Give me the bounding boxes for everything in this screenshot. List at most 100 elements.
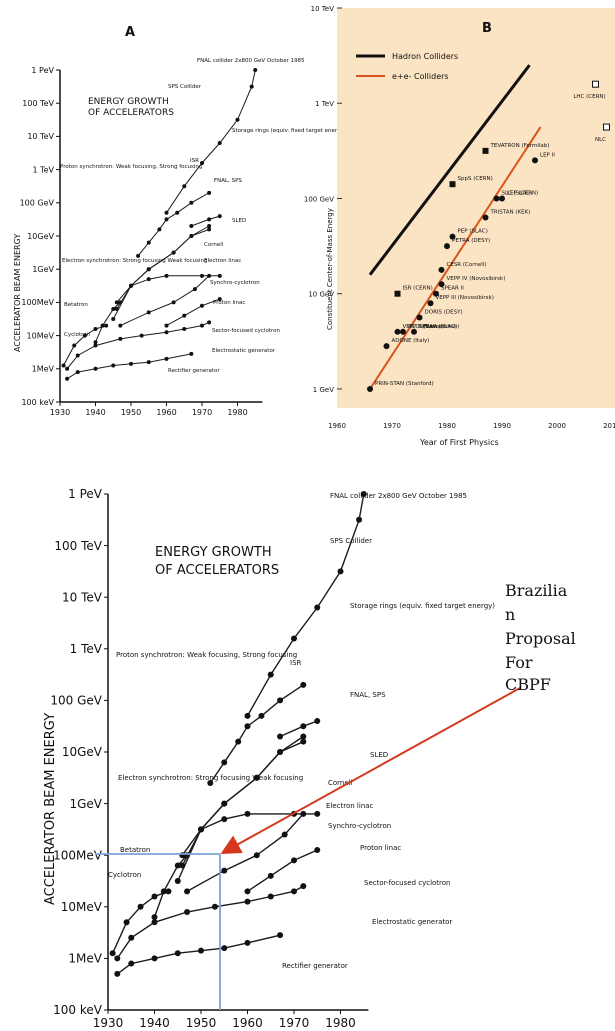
epem-point bbox=[427, 300, 434, 307]
series-line bbox=[177, 735, 304, 882]
series-line bbox=[66, 353, 192, 380]
series-line bbox=[181, 813, 318, 856]
trend-line bbox=[369, 126, 542, 390]
data-point bbox=[151, 955, 158, 962]
y-tick-label: 1MeV bbox=[32, 365, 55, 374]
annotation-label: ISR bbox=[290, 659, 302, 667]
callout-arrow bbox=[220, 687, 521, 854]
annotation-label: Betatron bbox=[64, 302, 88, 308]
data-point bbox=[207, 320, 212, 325]
data-point bbox=[244, 712, 251, 719]
data-point bbox=[300, 733, 307, 740]
data-point bbox=[198, 947, 204, 954]
series-line bbox=[95, 302, 121, 343]
data-point bbox=[114, 307, 119, 312]
data-point bbox=[171, 300, 176, 305]
data-point bbox=[111, 317, 116, 321]
data-point bbox=[200, 323, 204, 328]
epem-point bbox=[449, 233, 456, 240]
point-label: CESR (Cornell) bbox=[447, 262, 487, 268]
data-point bbox=[244, 810, 251, 817]
panel-c-ticks: 100 keV 1MeV 10MeV 100MeV 1GeV 10GeV 100 GeV 1 … bbox=[50, 487, 355, 1030]
x-tick-label: 1950 bbox=[121, 408, 141, 417]
series-line bbox=[166, 298, 220, 327]
panel-a-title-line1: ENERGY GROWTH bbox=[88, 97, 169, 107]
y-tick-label: 100 keV bbox=[53, 1003, 103, 1017]
y-tick-label: 1GeV bbox=[32, 265, 54, 274]
data-point bbox=[165, 888, 172, 895]
point-label: SppS (CERN) bbox=[458, 176, 493, 182]
y-tick-label: 1 GeV bbox=[313, 386, 334, 394]
series-line bbox=[116, 228, 210, 310]
x-tick-label: 1970 bbox=[192, 408, 212, 417]
legend-hadron-label: Hadron Colliders bbox=[392, 52, 458, 61]
x-tick-label: 1970 bbox=[279, 1016, 310, 1030]
annotation-label: Cornell bbox=[328, 779, 353, 787]
y-tick-label: 100MeV bbox=[21, 298, 54, 307]
data-point bbox=[253, 68, 258, 72]
series-line bbox=[247, 849, 318, 892]
y-tick-label: 10 TeV bbox=[311, 5, 335, 13]
data-point bbox=[129, 283, 133, 288]
data-point bbox=[164, 217, 169, 222]
annotation-label: Electrostatic generator bbox=[372, 918, 452, 926]
data-point bbox=[200, 303, 204, 308]
panel-b-trend-lines bbox=[368, 64, 542, 390]
data-point bbox=[65, 366, 70, 371]
data-point bbox=[139, 333, 144, 338]
data-point bbox=[277, 749, 284, 755]
series-line bbox=[279, 720, 318, 738]
x-tick-label: 1980 bbox=[227, 408, 247, 417]
annotation-label: Proton synchrotron: Weak focusing, Stron… bbox=[60, 164, 202, 170]
data-point bbox=[123, 919, 130, 926]
data-point bbox=[184, 908, 191, 915]
data-point bbox=[174, 862, 181, 869]
y-tick-label: 1 PeV bbox=[31, 66, 54, 75]
x-tick-label: 1940 bbox=[139, 1016, 170, 1030]
series-line bbox=[66, 321, 210, 370]
data-point bbox=[267, 872, 274, 879]
hadron-point bbox=[449, 181, 456, 188]
panel-c-title-line1: ENERGY GROWTH bbox=[155, 545, 272, 560]
point-label: LEP II bbox=[540, 152, 555, 158]
annotation-label: FNAL collider 2x800 GeV October 1985 bbox=[330, 492, 467, 500]
panel-b-ylabel: Constituent Center-of-Mass Energy bbox=[326, 208, 334, 330]
data-point bbox=[171, 250, 176, 255]
point-label: TRISTAN (KEK) bbox=[490, 210, 531, 216]
series-line bbox=[181, 741, 304, 866]
y-tick-label: 10MeV bbox=[61, 900, 103, 914]
data-point bbox=[244, 939, 251, 946]
annotation-label: Electron synchrotron: Strong focusing We… bbox=[118, 774, 303, 782]
y-tick-label: 1MeV bbox=[68, 952, 102, 966]
data-point bbox=[151, 893, 158, 900]
data-point bbox=[192, 287, 197, 292]
point-label: PETRA (DESY) bbox=[452, 238, 490, 244]
data-point bbox=[277, 697, 284, 704]
data-point bbox=[104, 323, 109, 328]
point-label: ISR (CERN) bbox=[403, 286, 433, 292]
data-point bbox=[221, 816, 228, 823]
epem-point bbox=[499, 195, 505, 202]
x-tick-label: 1990 bbox=[493, 422, 511, 430]
data-point bbox=[300, 883, 307, 890]
data-point bbox=[314, 718, 321, 725]
panel-c-ylabel: ACCELERATOR BEAM ENERGY bbox=[43, 713, 58, 905]
data-point bbox=[184, 888, 191, 895]
data-point bbox=[337, 568, 344, 575]
data-point bbox=[179, 862, 186, 869]
data-point bbox=[221, 800, 228, 807]
callout-text-line5: CBPF bbox=[505, 675, 551, 694]
epem-point bbox=[383, 343, 390, 350]
data-point bbox=[146, 310, 151, 315]
series-line bbox=[153, 854, 188, 918]
epem-point bbox=[438, 281, 445, 288]
x-tick-label: 1960 bbox=[156, 408, 176, 417]
future-point bbox=[592, 80, 599, 88]
data-point bbox=[146, 277, 151, 282]
data-point bbox=[114, 300, 119, 305]
data-point bbox=[128, 960, 135, 967]
data-point bbox=[200, 273, 204, 278]
data-point bbox=[100, 323, 105, 328]
epem-point bbox=[444, 243, 450, 250]
data-point bbox=[267, 893, 274, 900]
